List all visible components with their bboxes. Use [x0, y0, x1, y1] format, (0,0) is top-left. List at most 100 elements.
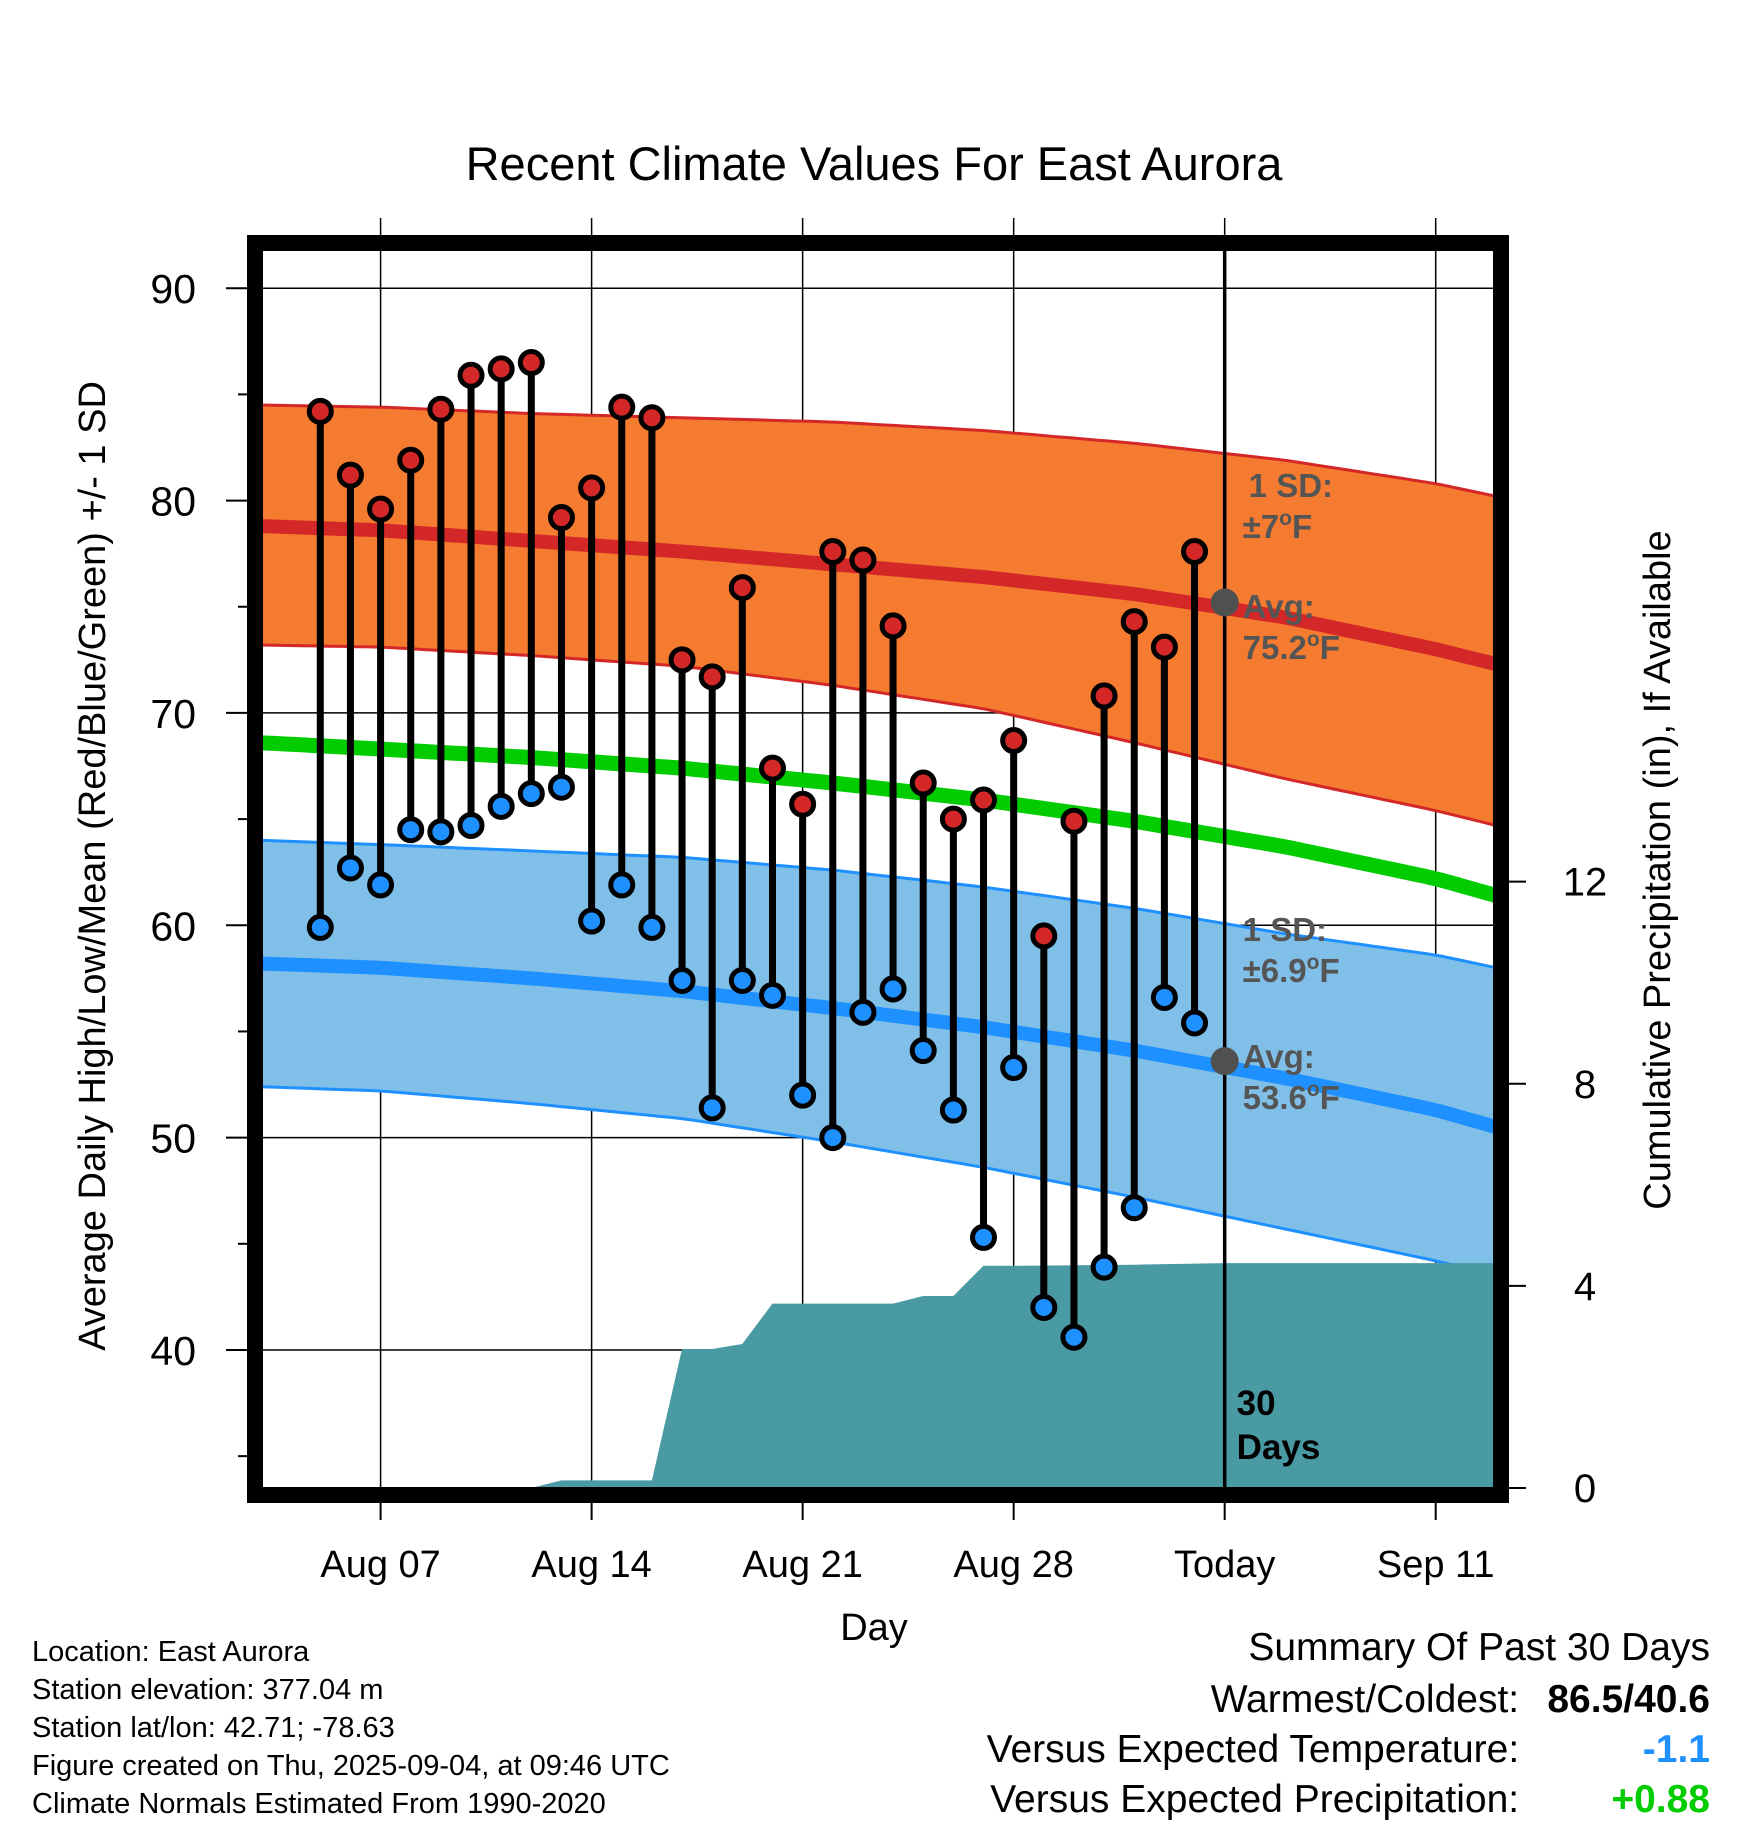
temp-value: -1.1	[1642, 1728, 1710, 1771]
high-sd-label: 1 SD:	[1249, 467, 1333, 504]
high-temp-dot	[1090, 682, 1118, 710]
high-temp-dot	[939, 805, 967, 833]
high-temp-dot	[517, 349, 545, 377]
low-temp-dot	[728, 966, 756, 994]
low-temp-dot	[879, 975, 907, 1003]
low-temp-dot	[1150, 983, 1178, 1011]
low-temp-dot	[306, 913, 334, 941]
high-temp-dot	[1030, 922, 1058, 950]
y-tick-label: 90	[150, 266, 196, 312]
y2-tick-label: 8	[1574, 1063, 1596, 1107]
high-temp-dot	[638, 404, 666, 432]
low-sd-band-lower-edge	[259, 1085, 1497, 1278]
summary-warmest-row: Warmest/Coldest: 86.5/40.6	[1211, 1678, 1710, 1722]
low-normal-line	[259, 956, 1498, 1134]
low-temp-dot	[698, 1094, 726, 1122]
high-temp-dot	[970, 786, 998, 814]
plot-frame	[247, 235, 1509, 1503]
low-temp-dot	[336, 854, 364, 882]
high-normal-line	[259, 519, 1498, 671]
low-temp-dot	[1000, 1054, 1028, 1082]
low-temp-dot	[638, 913, 666, 941]
low-sd-band-fill	[260, 840, 1496, 1276]
elevation-text: Station elevation: 377.04 m	[32, 1674, 384, 1706]
x-tick-label: Aug 14	[531, 1544, 651, 1586]
high-temp-dot	[306, 397, 334, 425]
high-avg-value: 75.2oF	[1243, 628, 1340, 666]
location-text: Location: East Aurora	[32, 1636, 310, 1668]
low-temp-dot	[547, 773, 575, 801]
high-temp-dot	[789, 790, 817, 818]
high-temp-dot	[819, 538, 847, 566]
high-temp-dot	[1181, 538, 1209, 566]
precip-label: Versus Expected Precipitation:	[990, 1778, 1520, 1821]
low-temp-dot	[758, 981, 786, 1009]
latlon-text: Station lat/lon: 42.71; -78.63	[32, 1712, 395, 1744]
low-temp-dot	[608, 871, 636, 899]
low-temp-dot	[487, 792, 515, 820]
low-temp-dot	[849, 998, 877, 1026]
high-temp-dot	[397, 446, 425, 474]
high-temp-dot	[1120, 608, 1148, 636]
mean-normal-line	[259, 735, 1499, 903]
low-sd-value: ±6.9oF	[1243, 951, 1340, 989]
high-temp-dot	[1150, 633, 1178, 661]
high-temp-dot	[1000, 727, 1028, 755]
high-temp-dot	[608, 393, 636, 421]
low-avg-label: Avg:	[1243, 1038, 1315, 1075]
low-temp-dot	[668, 966, 696, 994]
low-temp-dot	[578, 907, 606, 935]
low-temp-dot	[397, 816, 425, 844]
y-tick-label: 50	[150, 1116, 196, 1162]
low-temp-dot	[939, 1096, 967, 1124]
created-text: Figure created on Thu, 2025-09-04, at 09…	[32, 1750, 670, 1782]
warmest-value: 86.5/40.6	[1547, 1678, 1710, 1721]
low-temp-dot	[970, 1223, 998, 1251]
high-sd-band-upper-edge	[259, 403, 1497, 498]
low-sd-band-upper-edge	[259, 838, 1497, 970]
y2-tick-label: 12	[1563, 861, 1608, 905]
high-avg-label: Avg:	[1243, 588, 1315, 625]
y-tick-label: 70	[150, 691, 196, 737]
low-temp-dot	[1090, 1253, 1118, 1281]
high-temp-dot	[457, 361, 485, 389]
days-label: Days	[1237, 1428, 1321, 1467]
low-avg-value: 53.6oF	[1243, 1078, 1340, 1116]
summary-precip-row: Versus Expected Precipitation: +0.88	[990, 1778, 1710, 1822]
high-temp-dot	[547, 504, 575, 532]
high-temp-dot	[578, 474, 606, 502]
high-temp-dot	[487, 355, 515, 383]
x-axis-label: Day	[840, 1607, 908, 1649]
x-tick-label: Aug 21	[742, 1544, 862, 1586]
x-tick-label: Aug 07	[320, 1544, 440, 1586]
high-temp-dot	[336, 461, 364, 489]
y-tick-label: 60	[150, 903, 196, 949]
warmest-label: Warmest/Coldest:	[1210, 1678, 1520, 1721]
high-temp-dot	[879, 612, 907, 640]
low-sd-label: 1 SD:	[1243, 911, 1327, 948]
y-tick-label: 40	[150, 1328, 196, 1374]
x-tick-label: Aug 28	[953, 1544, 1073, 1586]
high-temp-dot	[1060, 807, 1088, 835]
high-temp-dot	[849, 546, 877, 574]
low-temp-dot	[789, 1081, 817, 1109]
high-temp-dot	[367, 495, 395, 523]
low-temp-dot	[909, 1037, 937, 1065]
y2-tick-label: 0	[1574, 1467, 1596, 1511]
precipitation-area	[260, 1263, 1496, 1488]
x-tick-label: Today	[1174, 1544, 1275, 1586]
precip-value: +0.88	[1611, 1778, 1710, 1821]
low-temp-dot	[1060, 1323, 1088, 1351]
low-temp-dot	[1181, 1009, 1209, 1037]
days-label: 30	[1237, 1384, 1276, 1423]
low-temp-dot	[819, 1124, 847, 1152]
high-sd-value: ±7oF	[1243, 507, 1312, 545]
temp-label: Versus Expected Temperature:	[986, 1728, 1520, 1771]
y2-tick-label: 4	[1574, 1265, 1596, 1309]
high-temp-dot	[668, 646, 696, 674]
high-sd-band-lower-edge	[259, 643, 1497, 827]
low-temp-dot	[457, 811, 485, 839]
station-info: Location: East Aurora Station elevation:…	[32, 1633, 670, 1823]
